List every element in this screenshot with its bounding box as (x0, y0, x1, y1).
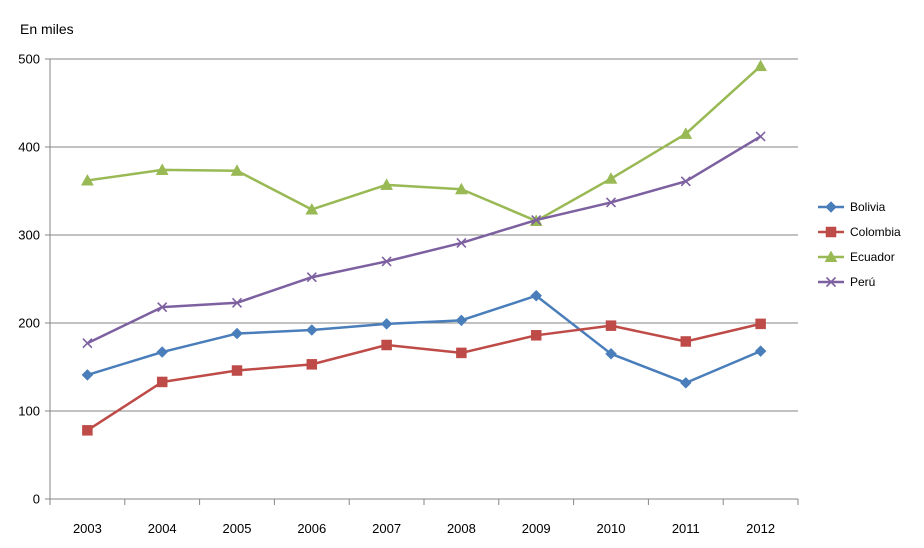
x-tick-label: 2011 (672, 521, 700, 536)
data-point (155, 163, 169, 175)
x-marker-stroke (531, 214, 542, 226)
gridlines (50, 58, 798, 412)
series-per- (82, 131, 766, 349)
x-tick-label: 2009 (522, 521, 551, 536)
data-point (381, 339, 392, 351)
y-axis-unit-label: En miles (20, 21, 74, 37)
data-point (455, 314, 468, 327)
x-marker-stroke (680, 176, 691, 187)
data-point (230, 164, 244, 176)
legend-item-colombia: Colombia (818, 225, 901, 239)
legend-label: Colombia (850, 225, 901, 239)
x-marker-stroke (231, 297, 243, 308)
tick-labels: 0 100 200 300 400 500 2003 2004 2005 2006 2007 2008… (18, 52, 775, 537)
data-point (380, 178, 394, 190)
data-point (381, 256, 392, 267)
y-tick-label: 100 (18, 404, 40, 419)
data-point (456, 237, 467, 248)
x-marker-stroke (456, 237, 467, 248)
legend-item-per-: Perú (818, 275, 875, 289)
x-tick-label: 2012 (746, 521, 775, 536)
x-marker-stroke (755, 131, 766, 142)
legend-marker (825, 226, 837, 238)
x-tick-label: 2006 (297, 521, 326, 536)
series-line-colombia (86, 322, 761, 432)
data-point (80, 173, 94, 186)
data-point (605, 197, 617, 208)
data-point (231, 327, 243, 340)
series-group (80, 59, 768, 436)
data-point (305, 324, 318, 336)
x-tick-label: 2010 (597, 521, 626, 536)
data-point (754, 59, 768, 72)
series-colombia (82, 318, 766, 436)
series-bolivia (81, 289, 767, 389)
data-point (755, 131, 766, 142)
data-point (231, 365, 243, 376)
legend-marker (825, 201, 837, 213)
data-point (82, 338, 93, 349)
data-point (456, 347, 467, 359)
data-point (680, 176, 691, 187)
y-tick-label: 400 (18, 140, 40, 155)
legend-marker (825, 276, 837, 288)
y-tick-label: 200 (18, 316, 40, 331)
x-marker-stroke (157, 302, 168, 313)
data-point (306, 359, 318, 370)
x-marker-stroke (381, 256, 392, 267)
x-tick-label: 2003 (73, 521, 102, 536)
legend-label: Ecuador (850, 250, 895, 264)
data-point (156, 376, 168, 388)
data-point (531, 214, 542, 226)
data-point (305, 202, 319, 215)
data-point (755, 318, 766, 330)
series-line-ecuador (87, 65, 762, 223)
data-point (157, 302, 168, 313)
x-marker-stroke (825, 276, 837, 288)
y-tick-label: 500 (18, 52, 40, 67)
data-point (604, 172, 618, 184)
series-ecuador (80, 59, 768, 226)
data-point (679, 376, 692, 389)
x-tick-label: 2007 (372, 521, 401, 536)
legend-label: Bolivia (850, 200, 886, 214)
legend-label: Perú (850, 275, 875, 289)
data-point (754, 345, 767, 358)
data-point (680, 336, 692, 347)
legend-marker (824, 250, 838, 263)
data-point (81, 369, 94, 381)
x-marker-stroke (306, 272, 317, 283)
data-point (605, 347, 617, 360)
data-point (306, 272, 317, 283)
data-point (605, 320, 617, 331)
x-marker-stroke (82, 338, 93, 349)
series-line-bolivia (87, 294, 762, 385)
data-point (530, 330, 542, 341)
data-point (530, 289, 543, 302)
data-point (82, 425, 93, 436)
data-point (156, 346, 169, 358)
legend-item-ecuador: Ecuador (818, 250, 895, 264)
axes (45, 58, 799, 505)
series-line-per- (86, 135, 762, 345)
x-tick-label: 2004 (148, 521, 177, 536)
data-point (380, 318, 393, 330)
y-tick-label: 0 (33, 492, 40, 507)
data-point (454, 182, 468, 195)
data-point (231, 297, 243, 308)
x-marker-stroke (605, 197, 617, 208)
data-point (679, 127, 693, 139)
y-tick-label: 300 (18, 228, 40, 243)
legend: Bolivia Colombia Ecuador Perú (818, 200, 901, 289)
x-tick-label: 2005 (223, 521, 252, 536)
legend-item-bolivia: Bolivia (818, 200, 886, 214)
x-tick-label: 2008 (447, 521, 476, 536)
